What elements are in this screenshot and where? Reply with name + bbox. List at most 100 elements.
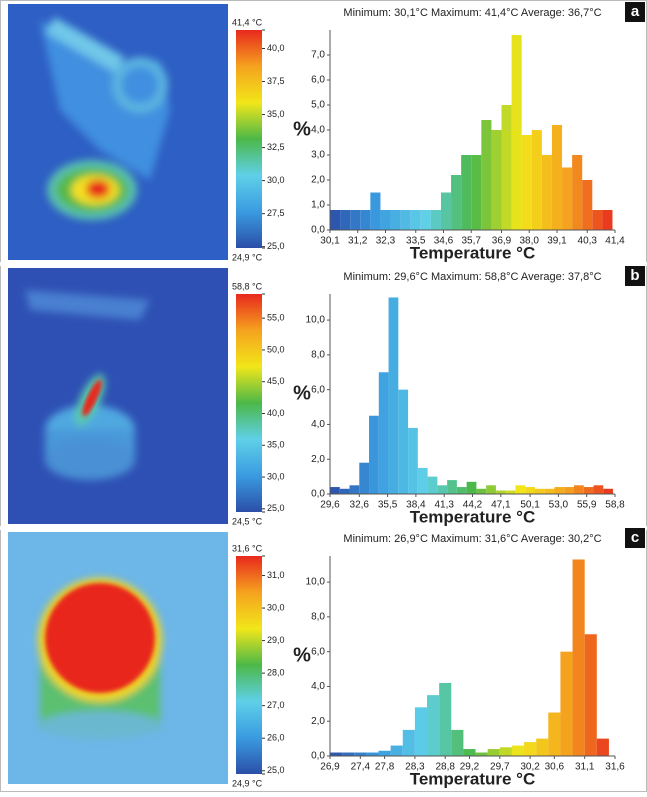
x-tick-label: 26,9 [320, 762, 340, 773]
bar [440, 192, 452, 230]
x-tick-label: 55,9 [577, 500, 597, 511]
bar [359, 462, 370, 494]
colorbar-tick-label: 24,5 °C [232, 516, 263, 526]
bar [593, 485, 604, 494]
y-tick-label: 4,0 [311, 419, 325, 430]
bar [451, 729, 464, 756]
bar [515, 485, 526, 494]
bar [400, 210, 411, 230]
thermal-image [8, 532, 228, 784]
bar [499, 747, 512, 756]
bar [544, 488, 555, 494]
y-tick-label: 8,0 [311, 350, 325, 361]
bar [560, 651, 573, 756]
x-axis-label: Temperature °C [410, 507, 536, 526]
x-tick-label: 31,1 [575, 762, 595, 773]
x-tick-label: 31,2 [348, 236, 368, 247]
x-tick-label: 31,6 [605, 762, 625, 773]
y-tick-label: 4,0 [311, 681, 325, 692]
bar [420, 210, 431, 230]
bar [378, 750, 391, 756]
colorbar-tick-label: 31,0 [267, 570, 285, 580]
bar [551, 125, 563, 230]
colorbar-tick-label: 32,5 [267, 142, 285, 152]
chart-title: Minimum: 30,1°C Maximum: 41,4°C Average:… [343, 7, 601, 19]
bar [350, 210, 361, 230]
bar [417, 467, 428, 494]
colorbar [236, 556, 262, 774]
x-tick-label: 32,6 [350, 500, 370, 511]
x-tick-label: 27,8 [375, 762, 395, 773]
colorbar-tick-label: 24,9 °C [232, 252, 263, 262]
bar [486, 485, 496, 494]
y-axis-label: % [293, 382, 311, 404]
bar [531, 130, 542, 230]
colorbar-tick-label: 27,5 [267, 208, 285, 218]
colorbar-tick-label: 24,9 °C [232, 778, 263, 788]
colorbar-tick-label: 29,0 [267, 635, 285, 645]
bar [495, 490, 506, 494]
panel-letter: b [630, 267, 639, 284]
x-tick-label: 38,4 [406, 500, 426, 511]
x-tick-label: 44,2 [463, 500, 483, 511]
x-tick-label: 35,7 [462, 236, 482, 247]
x-tick-label: 38,0 [520, 236, 540, 247]
bar [475, 752, 488, 756]
x-tick-label: 28,8 [435, 762, 455, 773]
bar [430, 210, 441, 230]
x-tick-label: 30,1 [320, 236, 340, 247]
thermal-image [8, 268, 228, 524]
y-tick-label: 5,0 [311, 100, 325, 111]
colorbar-tick-label: 25,0 [267, 765, 285, 775]
bar [380, 210, 391, 230]
bar [574, 485, 584, 494]
bar [339, 488, 350, 494]
bar [369, 415, 379, 494]
x-tick-label: 30,6 [545, 762, 565, 773]
chart-title: Minimum: 26,9°C Maximum: 31,6°C Average:… [343, 533, 601, 545]
bar [541, 155, 552, 230]
x-tick-label: 53,0 [549, 500, 569, 511]
panel-letter-box [625, 2, 645, 22]
x-axis-label: Temperature °C [410, 243, 536, 262]
bar [524, 742, 537, 756]
bar [366, 752, 379, 756]
bar [487, 749, 500, 756]
bar [481, 120, 492, 230]
thermal-image [8, 4, 228, 260]
y-axis-label: % [293, 118, 311, 140]
bar [583, 487, 594, 494]
bar [456, 487, 467, 494]
colorbar-tick-label: 26,0 [267, 733, 285, 743]
x-tick-label: 58,8 [605, 500, 625, 511]
bar [511, 35, 522, 230]
y-tick-label: 1,0 [311, 200, 325, 211]
bar [602, 210, 613, 230]
colorbar-tick-label: 50,0 [267, 344, 285, 354]
colorbar-tick-label: 30,0 [267, 602, 285, 612]
bar [340, 210, 351, 230]
colorbar-tick-label: 35,0 [267, 440, 285, 450]
y-tick-label: 7,0 [311, 50, 325, 61]
y-tick-label: 0,0 [311, 751, 325, 762]
chart-title: Minimum: 29,6°C Maximum: 58,8°C Average:… [343, 271, 601, 283]
y-tick-label: 10,0 [306, 577, 326, 588]
colorbar [236, 294, 262, 512]
bar [584, 634, 597, 756]
colorbar-tick-label: 28,0 [267, 668, 285, 678]
x-tick-label: 33,5 [406, 236, 426, 247]
bar [451, 175, 462, 230]
bar [554, 487, 565, 494]
bar [390, 210, 401, 230]
colorbar-tick-label: 30,0 [267, 471, 285, 481]
y-tick-label: 3,0 [311, 150, 325, 161]
y-tick-label: 4,0 [311, 125, 325, 136]
x-tick-label: 40,3 [578, 236, 598, 247]
y-axis-label: % [293, 644, 311, 666]
y-tick-label: 6,0 [311, 384, 325, 395]
colorbar-tick-label: 30,0 [267, 175, 285, 185]
bar [491, 130, 502, 230]
bar [410, 210, 421, 230]
bar [390, 745, 403, 756]
